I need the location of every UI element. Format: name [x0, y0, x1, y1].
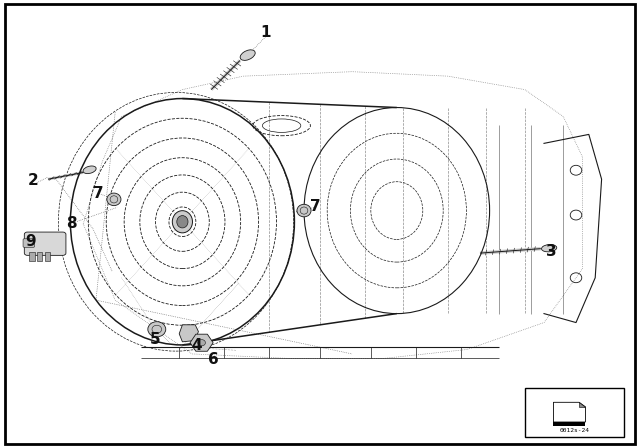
FancyBboxPatch shape	[24, 232, 66, 255]
Ellipse shape	[148, 322, 166, 337]
Polygon shape	[579, 402, 586, 407]
Text: 9: 9	[26, 233, 36, 249]
Polygon shape	[190, 334, 213, 351]
FancyBboxPatch shape	[23, 239, 35, 247]
Ellipse shape	[240, 50, 255, 60]
Text: 5: 5	[150, 332, 160, 347]
Polygon shape	[179, 325, 198, 342]
FancyBboxPatch shape	[525, 388, 624, 437]
Ellipse shape	[297, 204, 311, 217]
Ellipse shape	[177, 215, 188, 228]
Ellipse shape	[83, 166, 96, 174]
Text: 6: 6	[208, 352, 218, 367]
Bar	[554, 422, 586, 426]
Bar	[45, 252, 50, 261]
Ellipse shape	[172, 211, 193, 233]
Text: 2: 2	[28, 172, 38, 188]
Text: 3: 3	[547, 244, 557, 259]
Bar	[37, 252, 42, 261]
Polygon shape	[554, 402, 586, 422]
Text: 1: 1	[260, 25, 271, 40]
Ellipse shape	[198, 340, 205, 346]
Text: 8: 8	[67, 215, 77, 231]
Ellipse shape	[107, 193, 121, 206]
Text: 7: 7	[310, 199, 321, 215]
Text: 4: 4	[192, 338, 202, 353]
Ellipse shape	[541, 245, 557, 252]
Text: 7: 7	[93, 186, 103, 201]
Bar	[29, 252, 35, 261]
Text: 0012s-24: 0012s-24	[559, 428, 589, 433]
